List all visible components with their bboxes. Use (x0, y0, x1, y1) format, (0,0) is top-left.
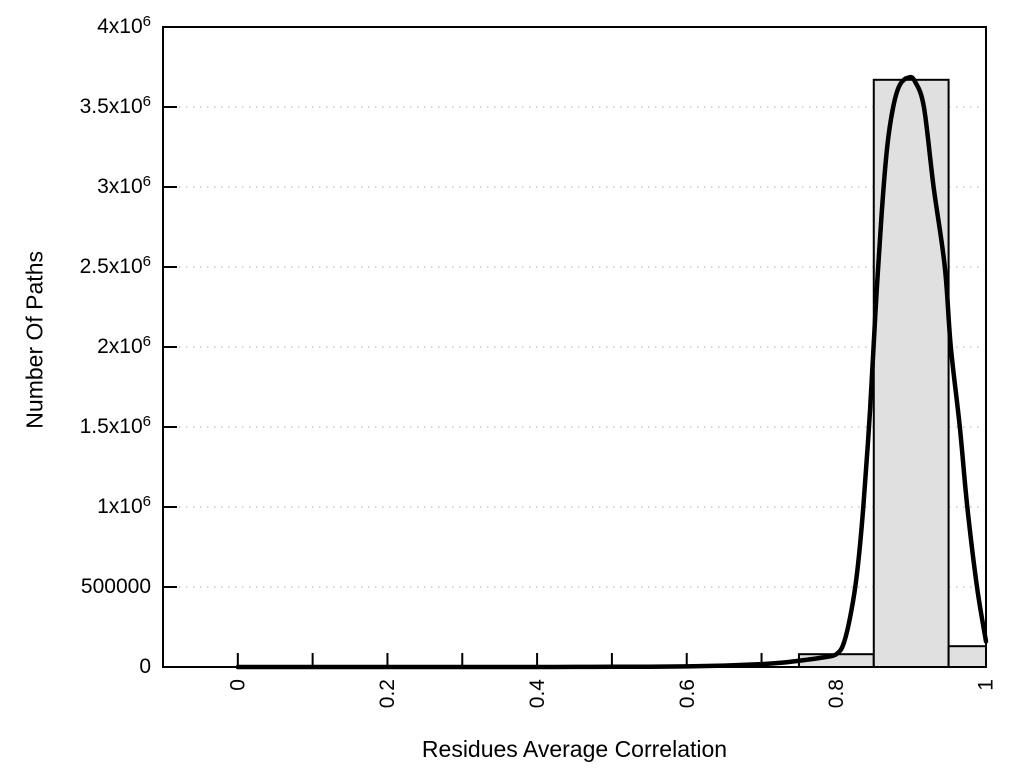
y-tick-label: 2.5x106 (79, 253, 151, 278)
y-tick-label: 1x106 (97, 493, 151, 518)
y-tick-label: 1.5x106 (79, 413, 151, 438)
y-tick-label: 500000 (80, 575, 151, 598)
y-tick-label: 3x106 (97, 173, 151, 198)
y-tick-label: 2x106 (97, 333, 151, 358)
y-tick-label: 3.5x106 (79, 93, 151, 118)
plot-border (162, 26, 987, 668)
histogram-bar (947, 645, 987, 669)
x-axis-title: Residues Average Correlation (421, 736, 728, 762)
y-tick-label: 0 (139, 655, 151, 678)
y-tick-label: 4x106 (97, 13, 151, 38)
